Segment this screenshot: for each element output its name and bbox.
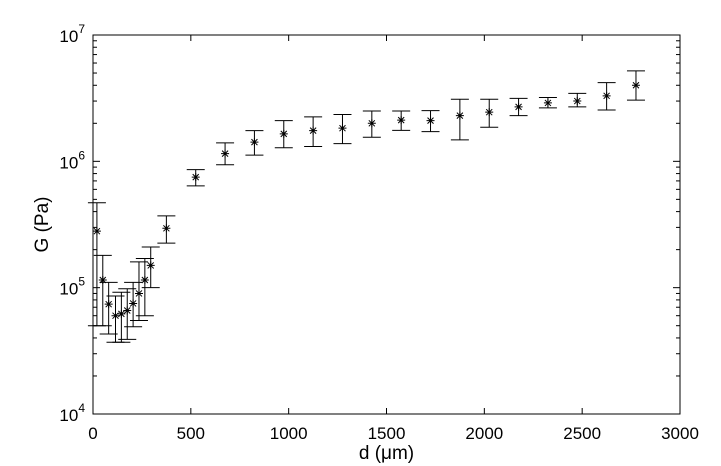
data-point xyxy=(626,70,645,101)
y-tick-label: 104 xyxy=(59,401,85,425)
data-point xyxy=(141,246,160,289)
asterisk-marker xyxy=(129,299,138,308)
asterisk-marker xyxy=(455,111,464,120)
data-point xyxy=(93,254,112,327)
x-tick-label: 3000 xyxy=(661,424,699,443)
x-axis-title: d (μm) xyxy=(359,443,414,464)
y-tick-exponent: 7 xyxy=(78,22,85,36)
data-point xyxy=(135,258,154,317)
data-point xyxy=(274,120,293,149)
data-point xyxy=(333,113,352,145)
asterisk-marker xyxy=(279,129,288,138)
asterisk-marker xyxy=(191,173,200,182)
data-point xyxy=(421,110,440,133)
asterisk-marker xyxy=(98,275,107,284)
data-point xyxy=(450,98,469,141)
asterisk-marker xyxy=(117,309,126,318)
y-axis-title: G (Pa) xyxy=(32,197,53,253)
y-tick-base: 10 xyxy=(59,27,78,46)
x-tick-label: 500 xyxy=(177,424,205,443)
asterisk-marker xyxy=(92,227,101,236)
asterisk-marker xyxy=(485,108,494,117)
x-tick-labels: 0 500 1000 1500 2000 2500 3000 xyxy=(88,424,699,443)
y-tick-label: 107 xyxy=(59,22,85,46)
asterisk-marker xyxy=(309,126,318,135)
x-tick-label: 1500 xyxy=(368,424,406,443)
asterisk-marker xyxy=(367,119,376,128)
data-point xyxy=(304,116,323,148)
asterisk-marker xyxy=(543,98,552,107)
asterisk-marker xyxy=(104,300,113,309)
data-point xyxy=(480,98,499,128)
y-tick-base: 10 xyxy=(59,153,78,172)
x-tick-label: 2500 xyxy=(563,424,601,443)
asterisk-marker xyxy=(631,81,640,90)
data-point xyxy=(216,142,235,166)
data-point xyxy=(509,97,528,117)
data-point xyxy=(392,110,411,131)
y-tick-label: 105 xyxy=(59,275,85,299)
data-point xyxy=(99,281,118,335)
asterisk-marker xyxy=(146,261,155,270)
y-tick-base: 10 xyxy=(59,406,78,425)
data-points xyxy=(87,70,645,343)
asterisk-marker xyxy=(221,149,230,158)
data-point xyxy=(186,169,205,187)
asterisk-marker xyxy=(397,116,406,125)
y-tick-base: 10 xyxy=(59,280,78,299)
x-tick-label: 2000 xyxy=(465,424,503,443)
asterisk-marker xyxy=(602,91,611,100)
x-tick-label: 0 xyxy=(88,424,97,443)
asterisk-marker xyxy=(111,311,120,320)
data-point xyxy=(157,215,176,244)
y-tick-exponent: 6 xyxy=(78,148,85,162)
asterisk-marker xyxy=(134,289,143,298)
asterisk-marker xyxy=(573,97,582,106)
data-point xyxy=(568,92,587,108)
data-point xyxy=(245,130,264,156)
data-point xyxy=(362,110,381,138)
asterisk-marker xyxy=(162,224,171,233)
data-point xyxy=(597,82,616,111)
asterisk-marker xyxy=(123,306,132,315)
x-tick-label: 1000 xyxy=(270,424,308,443)
y-tick-label: 106 xyxy=(59,148,85,172)
data-point xyxy=(129,261,148,321)
asterisk-marker xyxy=(140,275,149,284)
axis-ticks xyxy=(92,34,681,415)
asterisk-marker xyxy=(338,124,347,133)
data-point xyxy=(538,97,557,109)
y-tick-exponent: 4 xyxy=(78,401,85,415)
asterisk-marker xyxy=(250,138,259,147)
asterisk-marker xyxy=(426,116,435,125)
asterisk-marker xyxy=(514,102,523,111)
y-tick-exponent: 5 xyxy=(78,275,85,289)
